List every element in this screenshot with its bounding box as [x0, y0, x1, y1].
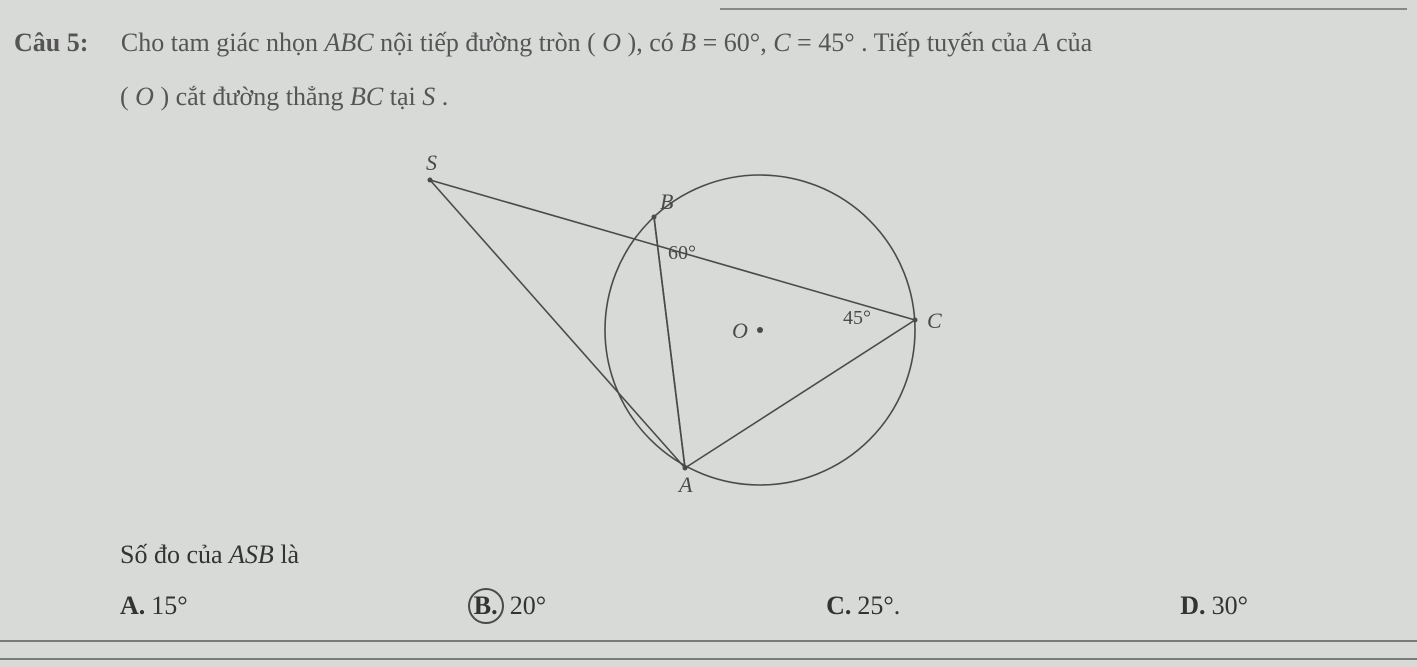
option-b-value: 20° — [510, 591, 546, 621]
option-d[interactable]: D. 30° — [1180, 588, 1248, 624]
C-var: C — [773, 28, 790, 57]
prompt-var: ASB — [229, 540, 274, 569]
eq1: = 60° — [703, 28, 761, 57]
option-a-letter: A. — [120, 591, 145, 621]
svg-text:C: C — [927, 308, 942, 333]
A-letter: A — [1034, 28, 1050, 57]
page: Câu 5: Cho tam giác nhọn ABC nội tiếp đư… — [0, 0, 1417, 667]
text: tại — [390, 82, 423, 111]
text: ), có — [621, 28, 680, 57]
O-letter-2: O — [135, 82, 154, 111]
question-number: Câu 5: — [14, 28, 88, 57]
svg-text:60°: 60° — [668, 242, 696, 264]
option-a[interactable]: A. 15° — [120, 588, 188, 624]
option-c[interactable]: C. 25°. — [826, 588, 900, 624]
option-d-letter: D. — [1180, 591, 1205, 621]
top-rule — [720, 8, 1407, 10]
text: nội tiếp đường tròn ( — [380, 28, 602, 57]
question-line-1: Câu 5: Cho tam giác nhọn ABC nội tiếp đư… — [14, 28, 1092, 58]
bottom-rule-2 — [0, 658, 1417, 660]
text: Cho tam giác nhọn — [121, 28, 325, 57]
prompt-post: là — [280, 540, 299, 569]
option-b[interactable]: B. 20° — [468, 588, 546, 624]
option-b-letter-circled: B. — [468, 588, 504, 624]
svg-text:A: A — [677, 472, 693, 497]
question-line-2: ( O ) cắt đường thẳng BC tại S . — [120, 82, 448, 112]
option-c-value: 25°. — [857, 591, 900, 621]
options-row: A. 15° B. 20° C. 25°. D. 30° — [120, 588, 1380, 624]
text: ) cắt đường thẳng — [154, 82, 350, 111]
diagram-svg: S B A C O 60° 45° — [420, 140, 980, 500]
text: . Tiếp tuyến của — [861, 28, 1034, 57]
prompt-pre: Số đo của — [120, 540, 229, 569]
O-letter: O — [602, 28, 621, 57]
answer-block: Số đo của ASB là A. 15° B. 20° C. 25°. D… — [120, 540, 1380, 624]
option-a-value: 15° — [151, 591, 187, 621]
S-var: S — [422, 82, 435, 111]
text: . — [442, 82, 449, 111]
comma: , — [760, 28, 773, 57]
geometry-diagram: S B A C O 60° 45° — [420, 140, 980, 500]
answer-prompt: Số đo của ASB là — [120, 540, 1380, 570]
option-d-value: 30° — [1212, 591, 1248, 621]
triangle-name: ABC — [325, 28, 374, 57]
text: của — [1056, 28, 1092, 57]
B-var: B — [680, 28, 696, 57]
option-c-letter: C. — [826, 591, 851, 621]
svg-text:45°: 45° — [843, 307, 871, 329]
eq2: = 45° — [797, 28, 855, 57]
BC-var: BC — [350, 82, 383, 111]
svg-text:O: O — [732, 318, 748, 343]
bottom-rule-1 — [0, 640, 1417, 642]
text: ( — [120, 82, 135, 111]
svg-text:B: B — [660, 189, 673, 214]
svg-text:S: S — [426, 150, 437, 175]
